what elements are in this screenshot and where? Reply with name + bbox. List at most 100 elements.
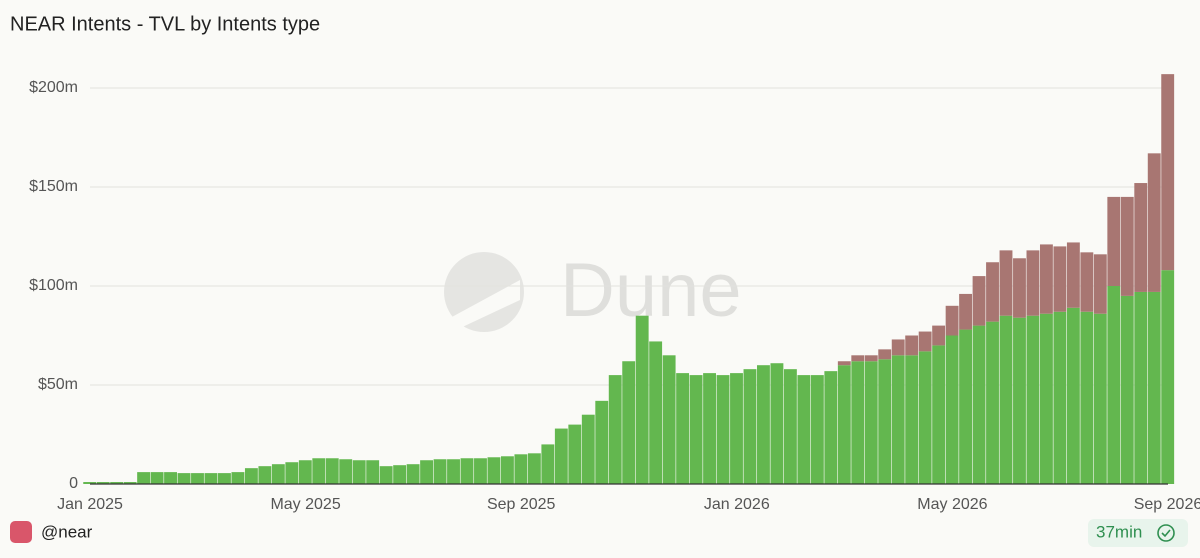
bar bbox=[1093, 313, 1107, 484]
bar bbox=[878, 359, 892, 484]
bar bbox=[851, 361, 865, 484]
bar bbox=[285, 462, 299, 484]
bar bbox=[96, 482, 110, 484]
x-tick-label: Jan 2026 bbox=[704, 496, 770, 513]
bar bbox=[770, 363, 784, 484]
bar bbox=[258, 466, 272, 484]
bar bbox=[433, 459, 447, 484]
bar bbox=[1080, 252, 1094, 312]
bar bbox=[1147, 291, 1161, 484]
bar bbox=[797, 375, 811, 484]
bar bbox=[945, 305, 959, 336]
y-tick-label: $50m bbox=[38, 376, 78, 393]
bar bbox=[1013, 317, 1026, 484]
bar bbox=[83, 482, 97, 484]
bar bbox=[986, 262, 999, 322]
bar bbox=[554, 428, 568, 484]
bar bbox=[1066, 307, 1080, 484]
bar bbox=[150, 472, 164, 484]
bar bbox=[932, 325, 946, 346]
y-tick-label: $100m bbox=[29, 277, 78, 294]
bar bbox=[757, 365, 770, 484]
chart-title: NEAR Intents - TVL by Intents type bbox=[10, 13, 320, 35]
bar bbox=[851, 355, 865, 362]
x-tick-label: Sep 2026 bbox=[1134, 496, 1200, 513]
bar bbox=[1161, 270, 1175, 484]
bar bbox=[1026, 315, 1040, 484]
bar bbox=[986, 321, 999, 484]
bar bbox=[1026, 250, 1040, 316]
bar bbox=[595, 400, 609, 484]
bar bbox=[581, 414, 595, 484]
bar bbox=[393, 465, 407, 484]
bar bbox=[1080, 311, 1094, 484]
bar bbox=[177, 473, 191, 484]
bar bbox=[514, 454, 528, 484]
bar bbox=[298, 460, 312, 484]
bar bbox=[837, 361, 851, 366]
bar bbox=[918, 331, 932, 352]
bar bbox=[932, 345, 946, 484]
bar bbox=[905, 355, 919, 484]
bar bbox=[1053, 246, 1067, 312]
bar bbox=[123, 482, 137, 484]
bar bbox=[1147, 153, 1161, 292]
bar bbox=[312, 458, 326, 484]
watermark-logo bbox=[444, 252, 524, 332]
bar bbox=[406, 464, 420, 484]
bar bbox=[339, 459, 353, 484]
bar bbox=[689, 375, 703, 484]
bar bbox=[810, 375, 824, 484]
bar bbox=[999, 250, 1013, 316]
bar bbox=[137, 472, 151, 484]
bar bbox=[420, 460, 434, 484]
bar bbox=[1120, 196, 1134, 296]
bar bbox=[460, 458, 474, 484]
bar bbox=[878, 349, 892, 360]
bar bbox=[622, 361, 636, 484]
bar bbox=[972, 276, 986, 326]
bar bbox=[608, 375, 622, 484]
check-icon bbox=[1157, 524, 1175, 542]
bar bbox=[487, 457, 501, 484]
bar bbox=[837, 365, 851, 484]
bar bbox=[1053, 311, 1067, 484]
bar bbox=[447, 459, 460, 484]
avatar bbox=[10, 521, 32, 543]
bar bbox=[352, 460, 366, 484]
bar bbox=[716, 375, 730, 484]
x-tick-label: Jan 2025 bbox=[57, 496, 123, 513]
bar bbox=[864, 361, 878, 484]
bar bbox=[1161, 74, 1175, 271]
bar bbox=[1107, 196, 1121, 286]
x-tick-label: Sep 2025 bbox=[487, 496, 556, 513]
age: 37min bbox=[1096, 522, 1142, 541]
bar bbox=[972, 325, 986, 484]
y-tick-label: 0 bbox=[69, 475, 78, 492]
bar bbox=[500, 456, 514, 484]
bar bbox=[1066, 242, 1080, 308]
bar bbox=[864, 355, 878, 362]
watermark: Dune bbox=[560, 248, 742, 333]
bar bbox=[959, 293, 973, 330]
bar bbox=[1107, 286, 1121, 484]
bar bbox=[743, 369, 757, 484]
y-tick-label: $150m bbox=[29, 178, 78, 195]
bar bbox=[366, 460, 380, 484]
bar bbox=[164, 472, 177, 484]
bar bbox=[218, 473, 231, 484]
bar bbox=[568, 424, 582, 484]
bar bbox=[541, 444, 555, 484]
bar bbox=[379, 466, 393, 484]
author[interactable]: @near bbox=[41, 522, 93, 541]
bar bbox=[110, 482, 124, 484]
check-mark bbox=[1161, 529, 1171, 538]
bar bbox=[918, 351, 932, 484]
bar bbox=[325, 458, 339, 484]
bar bbox=[191, 473, 204, 484]
bar bbox=[231, 472, 245, 484]
bar bbox=[1039, 313, 1053, 484]
bar bbox=[1134, 183, 1148, 292]
bar bbox=[244, 468, 258, 484]
